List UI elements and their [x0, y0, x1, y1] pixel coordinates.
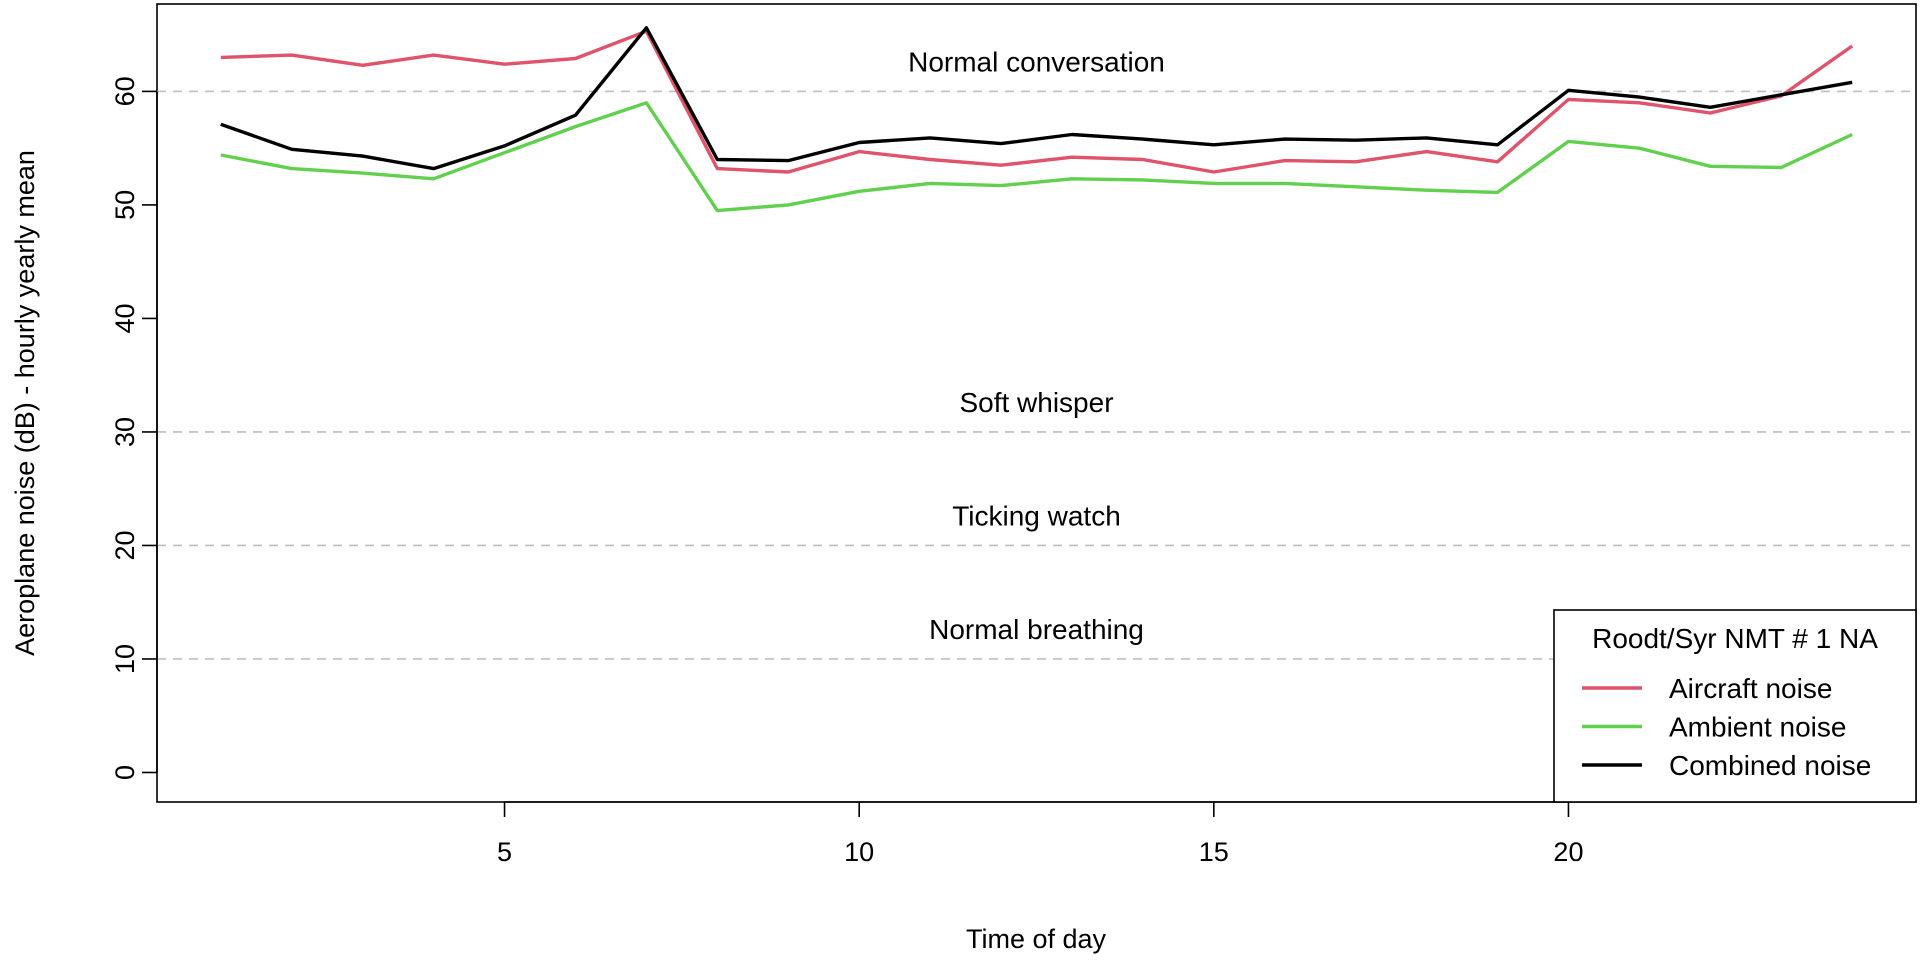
- x-tick-label: 5: [497, 837, 512, 867]
- y-tick-label: 10: [110, 644, 140, 674]
- series-line-aircraft-noise: [220, 29, 1854, 174]
- series-lines: [220, 26, 1854, 213]
- reference-lines: [157, 90, 1916, 660]
- x-tick-label: 15: [1199, 837, 1229, 867]
- legend: Roodt/Syr NMT # 1 NA Aircraft noise Ambie…: [1553, 609, 1917, 803]
- y-tick-label: 50: [110, 190, 140, 220]
- legend-box: [1553, 609, 1917, 803]
- legend-label: Aircraft noise: [1669, 673, 1832, 704]
- legend-label: Ambient noise: [1669, 712, 1846, 743]
- x-tick-label: 20: [1553, 837, 1583, 867]
- x-tick-label: 10: [844, 837, 874, 867]
- y-tick-label: 20: [110, 530, 140, 560]
- series-line-combined-noise: [220, 26, 1853, 171]
- reference-label: Soft whisper: [959, 387, 1113, 418]
- legend-label: Combined noise: [1669, 750, 1871, 781]
- y-tick-label: 40: [110, 303, 140, 333]
- reference-label: Ticking watch: [952, 500, 1121, 531]
- legend-title: Roodt/Syr NMT # 1 NA: [1592, 623, 1878, 654]
- y-axis-label: Aeroplane noise (dB) - hourly yearly mea…: [10, 150, 40, 656]
- y-tick-label: 0: [110, 765, 140, 780]
- y-tick-label: 60: [110, 76, 140, 106]
- reference-label: Normal breathing: [929, 614, 1144, 645]
- x-axis: 5 10 15 20: [497, 801, 1583, 867]
- reference-labels: Normal conversation Soft whisper Ticking w…: [908, 46, 1165, 645]
- x-axis-label: Time of day: [966, 924, 1107, 954]
- reference-label: Normal conversation: [908, 46, 1165, 77]
- y-tick-label: 30: [110, 417, 140, 447]
- series-line-ambient-noise: [220, 101, 1853, 213]
- y-axis: 0 10 20 30 40 50 60: [110, 76, 158, 780]
- legend-items: Aircraft noise Ambient noise Combined nois…: [1582, 673, 1871, 781]
